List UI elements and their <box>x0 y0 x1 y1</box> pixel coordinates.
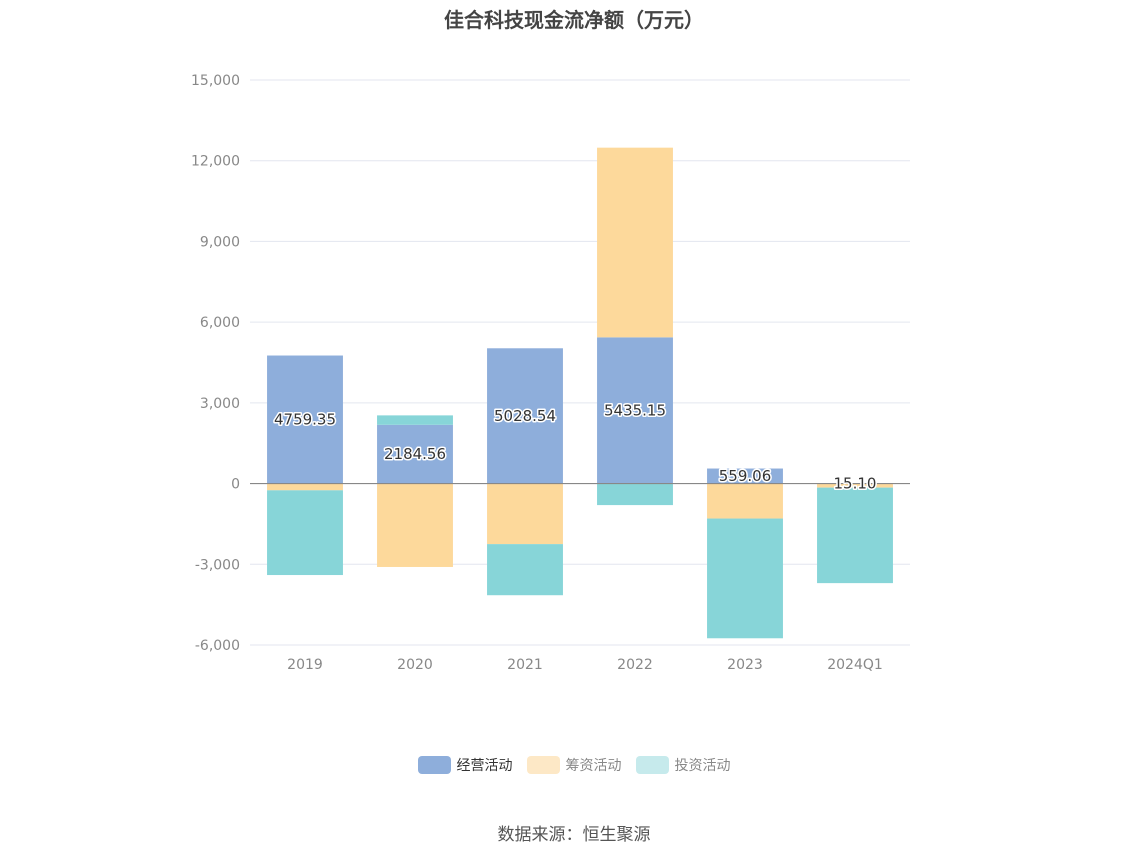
x-tick-label: 2023 <box>727 657 763 673</box>
data-label-operating: 5435.15 <box>604 401 666 419</box>
legend-item-2[interactable]: 筹资活动 <box>526 755 622 775</box>
legend-label: 投资活动 <box>674 758 731 774</box>
bar-operating[interactable] <box>377 424 453 484</box>
y-tick-label: 9,000 <box>200 234 240 250</box>
legend-item-3[interactable]: 投资活动 <box>635 755 731 775</box>
x-tick-label: 2021 <box>507 657 543 673</box>
data-label-operating: 15.10 <box>834 474 877 492</box>
bar-investing[interactable] <box>267 490 343 576</box>
grid-layer: -6,000 -3,000 0 3,000 6,000 9,000 12,000 15,000… <box>191 73 910 673</box>
bar-financing[interactable] <box>597 147 673 338</box>
label-layer: 4759.35 2184.56 5028.54 5435.15 559.06 15.10 <box>272 400 877 494</box>
data-label-operating: 559.06 <box>719 467 772 485</box>
y-tick-label: 6,000 <box>200 315 240 331</box>
bar-investing[interactable] <box>597 483 673 506</box>
legend-swatch <box>635 756 669 774</box>
x-tick-label: 2019 <box>287 657 323 673</box>
bar-investing[interactable] <box>817 487 893 584</box>
bar-operating[interactable] <box>267 355 343 484</box>
bar-operating[interactable] <box>597 337 673 484</box>
data-label-operating: 2184.56 <box>384 445 446 463</box>
bar-investing[interactable] <box>487 544 563 596</box>
legend-swatch <box>526 756 560 774</box>
bar-operating[interactable] <box>487 348 563 484</box>
y-tick-label: 0 <box>231 477 240 493</box>
bar-investing[interactable] <box>377 415 453 425</box>
x-tick-label: 2022 <box>617 657 653 673</box>
y-tick-label: -3,000 <box>195 557 240 573</box>
legend: 经营活动 筹资活动 投资活动 <box>0 755 1148 775</box>
bar-layer <box>267 147 893 639</box>
x-tick-label: 2024Q1 <box>827 657 883 673</box>
y-tick-label: -6,000 <box>195 638 240 654</box>
source-note: 数据来源：恒生聚源 <box>497 825 651 845</box>
chart-plot: -6,000 -3,000 0 3,000 6,000 9,000 12,000 15,000… <box>191 73 910 673</box>
bar-financing[interactable] <box>487 483 563 545</box>
y-tick-label: 15,000 <box>191 73 240 89</box>
data-label-operating: 4759.35 <box>274 411 336 429</box>
bar-financing[interactable] <box>377 483 453 567</box>
bar-financing[interactable] <box>267 483 343 491</box>
legend-item-1[interactable]: 经营活动 <box>417 755 513 775</box>
bar-investing[interactable] <box>707 518 783 639</box>
data-label-operating: 5028.54 <box>494 407 556 425</box>
legend-label: 筹资活动 <box>565 758 622 774</box>
bar-financing[interactable] <box>817 483 893 488</box>
y-tick-label: 12,000 <box>191 154 240 170</box>
legend-swatch <box>417 756 451 774</box>
x-tick-label: 2020 <box>397 657 433 673</box>
legend-label: 经营活动 <box>456 758 513 774</box>
bar-financing[interactable] <box>707 483 783 519</box>
bar-operating[interactable] <box>707 468 783 484</box>
y-tick-label: 3,000 <box>200 396 240 412</box>
chart-title: 佳合科技现金流净额（万元） <box>444 8 704 32</box>
